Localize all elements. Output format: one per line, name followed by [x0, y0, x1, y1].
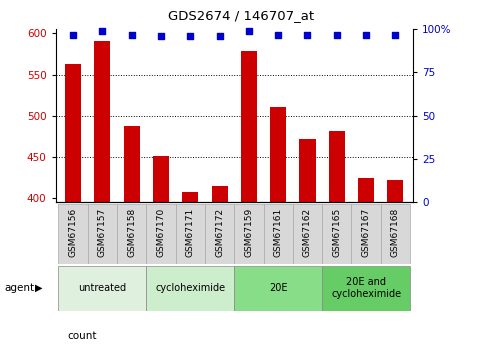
Text: cycloheximide: cycloheximide [155, 283, 226, 293]
Text: 20E and
cycloheximide: 20E and cycloheximide [331, 277, 401, 299]
Bar [124, 126, 140, 202]
Bar [322, 204, 352, 264]
Bar [94, 41, 111, 202]
Bar [299, 139, 315, 202]
Text: GSM67167: GSM67167 [362, 208, 370, 257]
Bar [293, 204, 322, 264]
Bar [153, 156, 169, 202]
Point [274, 32, 282, 37]
Text: GSM67161: GSM67161 [274, 208, 283, 257]
Bar [264, 204, 293, 264]
Point [333, 32, 341, 37]
Text: 20E: 20E [269, 283, 287, 293]
Text: GSM67158: GSM67158 [127, 208, 136, 257]
Bar [176, 204, 205, 264]
Bar [329, 131, 345, 202]
Text: GSM67157: GSM67157 [98, 208, 107, 257]
Text: GDS2674 / 146707_at: GDS2674 / 146707_at [169, 9, 314, 22]
Point [362, 32, 370, 37]
Bar [58, 266, 146, 311]
Point [216, 33, 224, 39]
Point [99, 28, 106, 34]
Text: count: count [68, 331, 97, 341]
Point [157, 33, 165, 39]
Bar [146, 204, 176, 264]
Text: GSM67168: GSM67168 [391, 208, 400, 257]
Point [304, 32, 312, 37]
Bar [212, 186, 227, 202]
Bar [358, 178, 374, 202]
Point [186, 33, 194, 39]
Bar [352, 204, 381, 264]
Text: untreated: untreated [78, 283, 127, 293]
Bar [270, 107, 286, 202]
Bar [234, 204, 264, 264]
Text: GSM67156: GSM67156 [69, 208, 78, 257]
Bar [387, 180, 403, 202]
Bar [241, 51, 257, 202]
Text: GSM67170: GSM67170 [156, 208, 166, 257]
Bar [146, 266, 234, 311]
Bar [88, 204, 117, 264]
Bar [234, 266, 322, 311]
Point [69, 32, 77, 37]
Bar [182, 192, 199, 202]
Text: GSM67165: GSM67165 [332, 208, 341, 257]
Bar [117, 204, 146, 264]
Bar [205, 204, 234, 264]
Text: GSM67172: GSM67172 [215, 208, 224, 257]
Bar [381, 204, 410, 264]
Text: GSM67159: GSM67159 [244, 208, 254, 257]
Bar [65, 64, 81, 202]
Bar [58, 204, 88, 264]
Point [128, 32, 136, 37]
Text: GSM67162: GSM67162 [303, 208, 312, 257]
Text: GSM67171: GSM67171 [186, 208, 195, 257]
Bar [322, 266, 410, 311]
Text: ▶: ▶ [35, 283, 43, 293]
Point [245, 28, 253, 34]
Text: agent: agent [5, 283, 35, 293]
Point [392, 32, 399, 37]
